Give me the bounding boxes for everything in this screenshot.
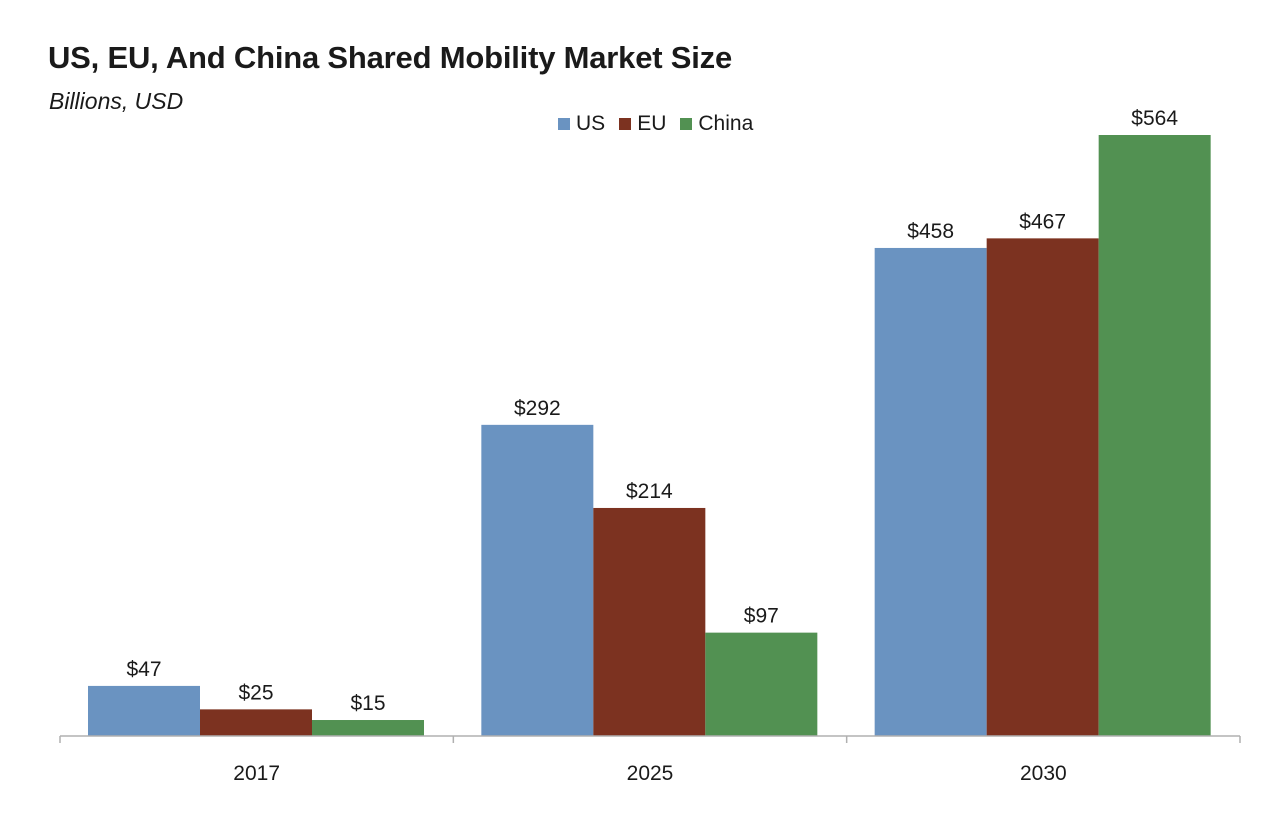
legend-swatch-us [558,118,570,130]
legend-swatch-eu [619,118,632,130]
bar-eu-2030 [986,238,1099,737]
legend-item-eu: EU [619,112,666,136]
data-label-eu-2025: $214 [626,480,673,503]
data-label-us-2017: $47 [126,658,161,681]
bar-us-2017 [88,685,200,736]
x-tick-label-2025: 2025 [627,762,674,785]
data-label-china-2025: $97 [744,605,779,628]
data-label-china-2017: $15 [350,692,385,715]
x-tick-label-2030: 2030 [1020,762,1067,785]
legend-label-eu: EU [637,112,667,135]
chart-title: US, EU, And China Shared Mobility Market… [48,40,733,75]
data-label-eu-2017: $25 [238,681,273,704]
chart-subtitle: Billions, USD [49,88,184,114]
bar-china-2030 [1098,135,1211,736]
data-label-us-2030: $458 [907,220,954,243]
bar-us-2025 [481,424,594,736]
bar-eu-2017 [200,709,312,736]
chart-legend: US EU China [558,112,767,136]
legend-item-us: US [558,112,605,136]
data-label-eu-2030: $467 [1019,210,1066,233]
bar-eu-2025 [593,507,706,736]
bar-china-2025 [705,632,818,736]
legend-item-china: China [680,112,753,136]
legend-label-us: US [576,112,606,135]
bar-us-2030 [874,247,987,736]
data-label-china-2030: $564 [1131,107,1178,130]
legend-label-china: China [698,112,754,135]
bar-china-2017 [312,720,424,736]
data-label-us-2025: $292 [514,397,561,420]
legend-swatch-china [680,118,693,130]
x-tick-label-2017: 2017 [233,762,280,785]
